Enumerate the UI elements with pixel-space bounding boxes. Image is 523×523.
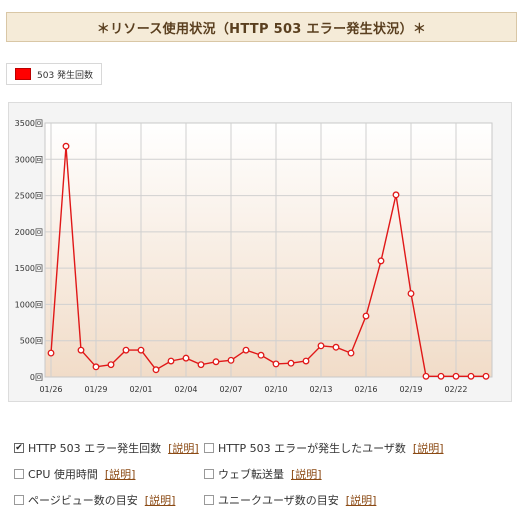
data-point [347,349,355,357]
x-tick-label: 02/01 [129,385,152,394]
option-label: HTTP 503 エラーが発生したユーザ数 [218,442,406,455]
data-point [287,359,295,367]
y-tick-label: 3500回 [15,119,43,128]
x-tick-label: 02/07 [219,385,242,394]
option-label: ページビュー数の目安 [28,494,138,507]
option-http503-count[interactable]: ✔ HTTP 503 エラー発生回数 [説明] [14,440,199,456]
data-point [302,357,310,365]
x-tick-label: 02/04 [174,385,197,394]
data-point [377,257,385,265]
y-tick-label: 1000回 [15,300,43,309]
series-line [50,146,486,377]
plot-area [44,122,493,378]
data-point [452,372,460,380]
data-point [392,191,400,199]
x-tick-label: 02/10 [264,385,287,394]
help-link[interactable]: [説明] [104,468,136,481]
help-link[interactable]: [説明] [291,468,322,481]
line-chart: 0回 500回 1000回 1500回 2000回 2500回 3000回 3500回 01/2… [15,119,493,394]
help-link[interactable]: [説明] [144,494,176,507]
y-tick-label: 500回 [20,337,43,346]
option-pageviews[interactable]: ページビュー数の目安 [説明] [14,492,175,508]
data-point [182,354,190,362]
chart-legend: 503 発生回数 [6,63,103,85]
data-point [107,361,115,369]
data-point [332,343,340,351]
option-http503-users[interactable]: HTTP 503 エラーが発生したユーザ数 [説明] [204,440,444,456]
legend-label: 503 発生回数 [37,70,94,81]
data-point [197,361,205,369]
y-tick-label: 2500回 [15,192,43,201]
data-point [482,372,490,380]
data-point [242,346,250,354]
option-label: ウェブ転送量 [218,468,284,481]
x-tick-label: 01/29 [84,385,107,394]
page-title: ＊リソース使用状況（HTTP 503 エラー発生状況）＊ [96,21,427,37]
checkbox-http503-count[interactable]: ✔ [14,442,24,453]
help-link[interactable]: [説明] [345,494,377,507]
option-unique-users[interactable]: ユニークユーザ数の目安 [説明] [204,492,376,508]
option-cpu-time[interactable]: CPU 使用時間 [説明] [14,466,135,482]
option-label: CPU 使用時間 [28,468,98,481]
option-label: HTTP 503 エラー発生回数 [28,442,162,455]
data-point [62,142,70,150]
data-point [77,346,85,354]
data-point [227,356,235,364]
checkbox-http503-users[interactable] [204,443,214,453]
x-tick-label: 02/22 [444,385,467,394]
data-point [317,342,325,350]
x-tick-label: 01/26 [39,385,62,394]
y-tick-label: 1500回 [15,264,43,273]
help-link[interactable]: [説明] [168,442,199,455]
data-point [212,358,220,366]
help-link[interactable]: [説明] [412,442,444,455]
checkbox-web-transfer[interactable] [204,469,214,479]
data-point [467,372,475,380]
x-tick-label: 02/16 [354,385,377,394]
chart-frame: 0回 500回 1000回 1500回 2000回 2500回 3000回 3500回 01/2… [8,102,512,402]
page-title-bar: ＊リソース使用状況（HTTP 503 エラー発生状況）＊ [6,12,517,42]
data-point [92,363,100,371]
data-point [47,349,55,357]
data-point [257,351,265,359]
data-point [152,366,160,374]
data-point [167,357,175,365]
data-point [362,312,370,320]
y-tick-label: 0回 [30,373,43,382]
checkbox-pageviews[interactable] [14,495,24,505]
x-tick-label: 02/13 [309,385,332,394]
option-label: ユニークユーザ数の目安 [218,494,339,507]
legend-swatch [15,68,31,80]
option-web-transfer[interactable]: ウェブ転送量 [説明] [204,466,322,482]
data-point [272,360,280,368]
data-point [122,346,130,354]
data-point [407,290,415,297]
data-point [437,372,445,380]
x-tick-label: 02/19 [399,385,422,394]
data-point [137,346,145,354]
checkbox-cpu-time[interactable] [14,469,24,479]
y-tick-label: 3000回 [15,155,43,164]
data-point [422,372,430,380]
checkbox-unique-users[interactable] [204,495,214,505]
y-tick-label: 2000回 [15,228,43,237]
